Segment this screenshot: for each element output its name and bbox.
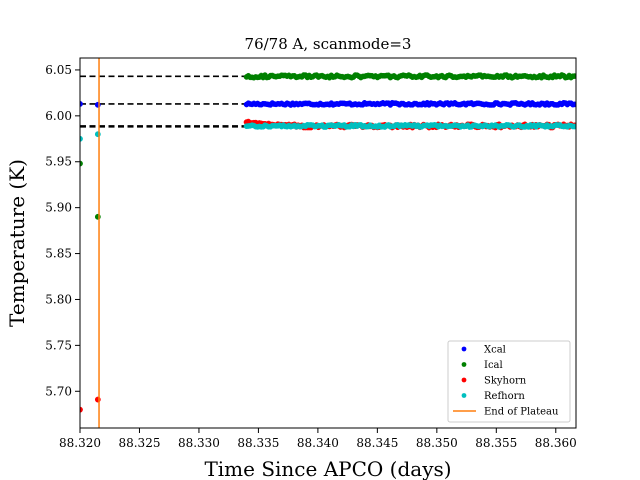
- x-axis-label: Time Since APCO (days): [204, 457, 451, 480]
- y-axis-label: Temperature (K): [5, 159, 29, 327]
- x-tick-label: 88.355: [475, 436, 517, 450]
- x-tick-label: 88.340: [297, 436, 339, 450]
- y-tick-label: 5.70: [45, 384, 72, 398]
- y-tick-label: 5.75: [45, 338, 72, 352]
- data-point: [571, 123, 576, 130]
- legend-label: Xcal: [484, 345, 506, 356]
- data-points: [80, 72, 576, 413]
- y-tick-label: 6.00: [45, 109, 72, 123]
- data-point: [571, 73, 576, 79]
- legend: Xcal Ical Skyhorn Refhorn End of Plateau: [447, 340, 571, 423]
- y-tick-label: 5.95: [45, 155, 72, 169]
- plot-frame: [79, 57, 577, 429]
- legend-label: Refhorn: [484, 391, 525, 402]
- y-tick-label: 5.80: [45, 292, 72, 306]
- legend-label: Ical: [484, 360, 503, 371]
- y-tick-label: 5.85: [45, 247, 72, 261]
- x-tick-label: 88.360: [535, 436, 577, 450]
- y-tick-label: 6.05: [45, 63, 72, 77]
- plot-area: [80, 58, 576, 428]
- x-axis: 88.320 88.325 88.330 88.335 88.340 88.345 88.3…: [59, 428, 577, 450]
- x-tick-label: 88.330: [178, 436, 220, 450]
- legend-marker: [461, 362, 467, 367]
- x-tick-label: 88.350: [416, 436, 458, 450]
- legend-label: End of Plateau: [484, 407, 559, 418]
- x-tick-label: 88.335: [237, 436, 279, 450]
- x-tick-label: 88.325: [118, 436, 160, 450]
- legend-box: [447, 340, 571, 423]
- data-point: [571, 101, 576, 108]
- x-tick-label: 88.320: [59, 436, 101, 450]
- legend-marker: [461, 393, 467, 398]
- legend-label: Skyhorn: [484, 376, 527, 387]
- legend-marker: [461, 377, 467, 383]
- x-tick-label: 88.345: [356, 436, 398, 450]
- y-tick-label: 5.90: [45, 201, 72, 215]
- legend-marker: [461, 346, 467, 352]
- chart-title: 76/78 A, scanmode=3: [245, 35, 412, 53]
- y-axis: 5.70 5.75 5.80 5.85 5.90 5.95 6.00 6.05: [45, 63, 80, 398]
